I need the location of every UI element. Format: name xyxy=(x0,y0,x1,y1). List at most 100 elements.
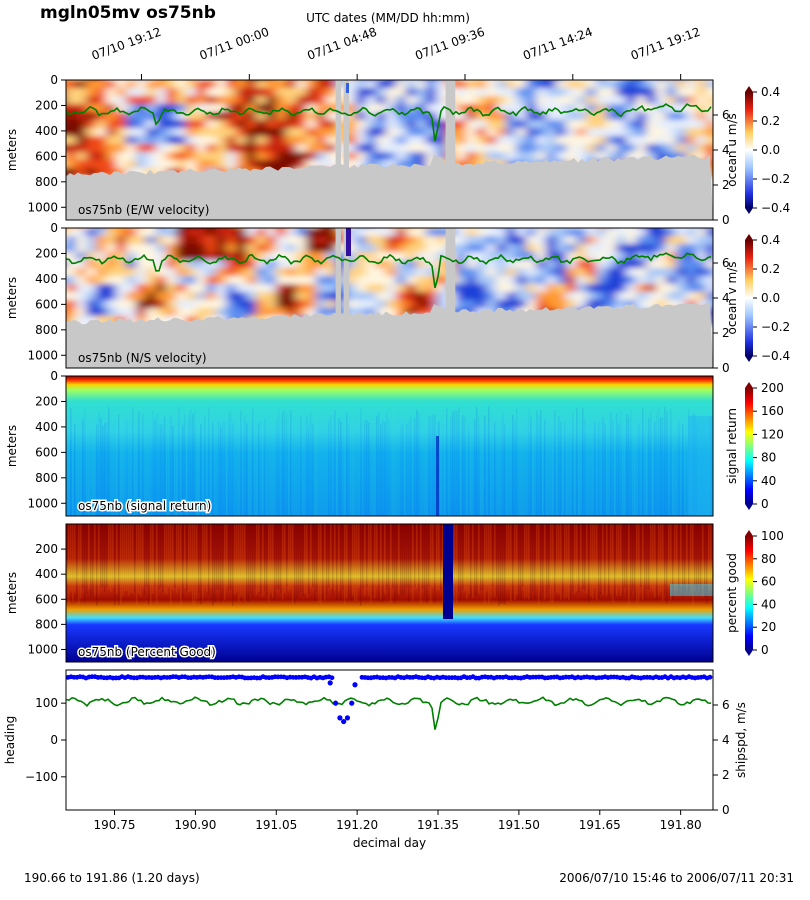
signal-streak xyxy=(666,410,668,516)
percent-good-streak xyxy=(412,524,414,601)
velocity-cell xyxy=(306,260,317,269)
no-data-region xyxy=(66,154,713,220)
velocity-cell xyxy=(576,152,587,161)
signal-streak xyxy=(238,417,240,516)
velocity-cell xyxy=(626,104,637,113)
velocity-cell xyxy=(436,112,447,121)
velocity-cell xyxy=(216,260,227,269)
velocity-cell xyxy=(426,144,437,153)
velocity-cell xyxy=(186,276,197,285)
panel-signal-return xyxy=(66,376,713,516)
percent-good-streak xyxy=(334,524,336,591)
velocity-cell xyxy=(256,112,267,121)
velocity-cell xyxy=(396,96,407,105)
velocity-cell xyxy=(416,260,427,269)
velocity-cell xyxy=(306,120,317,129)
percent-good-streak xyxy=(196,524,198,600)
velocity-cell xyxy=(686,252,697,261)
right-axis-label: percent good xyxy=(725,553,739,633)
velocity-cell xyxy=(126,80,137,89)
velocity-cell xyxy=(106,112,117,121)
colorbar-cap xyxy=(745,504,753,510)
velocity-cell xyxy=(576,244,587,253)
velocity-cell xyxy=(396,236,407,245)
velocity-cell xyxy=(276,244,287,253)
velocity-cell xyxy=(556,88,567,97)
velocity-cell xyxy=(256,144,267,153)
velocity-cell xyxy=(76,300,87,309)
velocity-cell xyxy=(596,292,607,301)
velocity-cell xyxy=(366,80,377,89)
velocity-cell xyxy=(626,96,637,105)
velocity-cell xyxy=(556,104,567,113)
signal-streak xyxy=(458,407,460,516)
y-tick-label: 1000 xyxy=(27,348,58,362)
velocity-cell xyxy=(256,136,267,145)
velocity-cell xyxy=(346,144,357,153)
signal-streak xyxy=(208,407,210,516)
velocity-cell xyxy=(66,168,77,177)
percent-good-streak xyxy=(552,524,554,603)
velocity-cell xyxy=(556,144,567,153)
x-tick-label: 190.75 xyxy=(94,818,136,832)
velocity-cell xyxy=(416,128,427,137)
velocity-cell xyxy=(106,228,117,237)
velocity-cell xyxy=(106,260,117,269)
colorbar-cap xyxy=(745,382,753,388)
signal-streak xyxy=(678,421,680,516)
velocity-cell xyxy=(576,292,587,301)
velocity-cell xyxy=(406,236,417,245)
percent-good-streak xyxy=(96,524,98,606)
velocity-cell xyxy=(286,136,297,145)
percent-good-streak xyxy=(494,524,496,598)
velocity-cell xyxy=(486,244,497,253)
velocity-cell xyxy=(416,284,427,293)
signal-streak xyxy=(614,424,616,516)
velocity-cell xyxy=(496,300,507,309)
velocity-cell xyxy=(536,268,547,277)
velocity-cell xyxy=(616,260,627,269)
velocity-cell xyxy=(516,228,527,237)
velocity-cell xyxy=(276,152,287,161)
velocity-cell xyxy=(536,128,547,137)
velocity-cell xyxy=(596,96,607,105)
signal-streak xyxy=(118,414,120,516)
velocity-cell xyxy=(166,228,177,237)
velocity-cell xyxy=(356,276,367,285)
velocity-cell xyxy=(136,284,147,293)
signal-streak xyxy=(124,422,126,516)
velocity-cell xyxy=(396,300,407,309)
velocity-cell xyxy=(576,236,587,245)
velocity-cell xyxy=(166,284,177,293)
velocity-cell xyxy=(196,120,207,129)
velocity-cell xyxy=(336,276,347,285)
velocity-cell xyxy=(286,268,297,277)
velocity-cell xyxy=(246,112,257,121)
velocity-cell xyxy=(406,120,417,129)
signal-streak xyxy=(290,409,292,516)
percent-good-streak xyxy=(698,524,700,587)
signal-streak xyxy=(132,406,134,516)
velocity-cell xyxy=(546,276,557,285)
velocity-cell xyxy=(106,284,117,293)
speed-tick-label: 4 xyxy=(722,291,730,305)
velocity-cell xyxy=(336,144,347,153)
velocity-cell xyxy=(426,136,437,145)
velocity-cell xyxy=(626,152,637,161)
percent-good-streak xyxy=(572,524,574,592)
velocity-cell xyxy=(116,144,127,153)
velocity-cell xyxy=(356,96,367,105)
velocity-cell xyxy=(266,128,277,137)
velocity-cell xyxy=(376,260,387,269)
percent-good-streak xyxy=(274,524,276,602)
velocity-cell xyxy=(306,152,317,161)
velocity-cell xyxy=(406,96,417,105)
velocity-cell xyxy=(326,144,337,153)
percent-good-streak xyxy=(264,524,266,591)
velocity-cell xyxy=(176,96,187,105)
velocity-cell xyxy=(96,112,107,121)
velocity-cell xyxy=(146,152,157,161)
y-tick-label: 1000 xyxy=(27,200,58,214)
velocity-cell xyxy=(466,244,477,253)
velocity-cell xyxy=(486,152,497,161)
